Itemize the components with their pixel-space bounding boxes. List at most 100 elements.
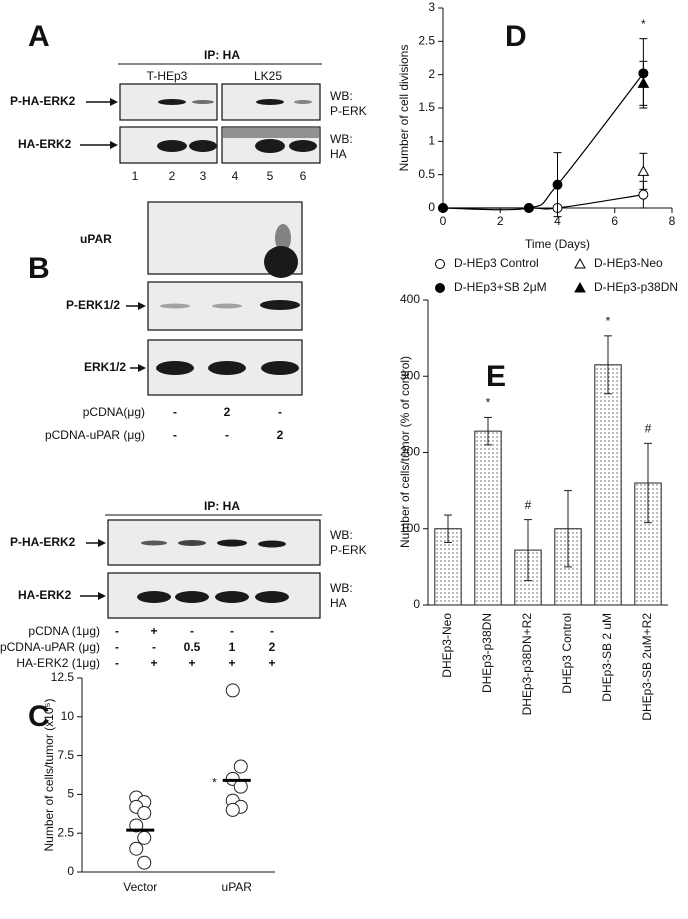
annotation: * bbox=[606, 314, 611, 328]
panel-b: B uPAR P-ERK1/2 ERK1/2 pCDNA(μg) - 2 - p… bbox=[28, 201, 303, 442]
blot bbox=[107, 519, 321, 566]
y-tick-label: 5 bbox=[67, 787, 74, 801]
condition-value: + bbox=[268, 656, 275, 670]
legend-label: D-HEp3 Control bbox=[454, 256, 539, 270]
arrow-head bbox=[98, 539, 106, 547]
row-label: HA-ERK2 bbox=[18, 588, 72, 602]
marker bbox=[523, 203, 534, 213]
point bbox=[233, 759, 248, 774]
x-tick-label: 6 bbox=[611, 214, 618, 228]
y-tick-label: 2.5 bbox=[57, 825, 74, 839]
condition-label: pCDNA-uPAR (μg) bbox=[45, 428, 145, 442]
condition-value: 1 bbox=[229, 640, 236, 654]
y-tick-label: 1.5 bbox=[418, 100, 435, 114]
condition-value: 2 bbox=[224, 405, 231, 419]
y-tick-label: 2.5 bbox=[418, 34, 435, 48]
y-tick-label: 0 bbox=[413, 597, 420, 611]
band bbox=[255, 139, 285, 153]
panel-label: A bbox=[28, 20, 50, 53]
condition-value: - bbox=[278, 405, 282, 419]
panel-label: D bbox=[505, 20, 527, 53]
legend-marker bbox=[574, 257, 586, 269]
lane-number: 6 bbox=[300, 169, 307, 183]
row-label: P-ERK1/2 bbox=[66, 298, 120, 312]
annotation: * bbox=[212, 776, 217, 790]
wb-label: WB: bbox=[330, 132, 353, 146]
x-tick-label: uPAR bbox=[222, 880, 253, 894]
x-axis-title: Time (Days) bbox=[525, 237, 590, 251]
y-axis-title: Number of cells/tumor (x10⁵) bbox=[42, 698, 56, 851]
lane-number: 2 bbox=[169, 169, 176, 183]
x-tick-label: DHEp3-Neo bbox=[440, 613, 454, 678]
series-line bbox=[442, 72, 644, 211]
y-tick-label: 1 bbox=[428, 134, 435, 148]
legend-marker bbox=[574, 281, 586, 293]
band bbox=[255, 591, 289, 603]
condition-value: 2 bbox=[277, 428, 284, 442]
marker bbox=[638, 189, 649, 200]
band bbox=[289, 140, 317, 152]
series-line bbox=[442, 194, 644, 210]
arrow-head bbox=[110, 98, 118, 106]
x-tick-label: DHEp3 Control bbox=[560, 613, 574, 694]
y-tick-label: 2 bbox=[428, 67, 435, 81]
condition-value: - bbox=[190, 624, 194, 638]
lane-number: 4 bbox=[232, 169, 239, 183]
y-tick-label: 3 bbox=[428, 0, 435, 14]
point bbox=[137, 806, 152, 821]
condition-value: - bbox=[270, 624, 274, 638]
legend-marker bbox=[435, 283, 445, 293]
condition-value: 2 bbox=[269, 640, 276, 654]
y-axis-title: Number of cell divisions bbox=[397, 45, 411, 172]
smear bbox=[223, 128, 319, 138]
ip-label: IP: HA bbox=[204, 48, 240, 62]
condition-value: - bbox=[115, 640, 119, 654]
band bbox=[189, 140, 217, 152]
x-tick-label: DHEp3-p38DN bbox=[480, 613, 494, 693]
wb-label: P-ERK bbox=[330, 104, 367, 118]
y-tick-label: 12.5 bbox=[51, 670, 75, 684]
band bbox=[294, 100, 312, 104]
ip-label: IP: HA bbox=[204, 499, 240, 513]
condition-value: - bbox=[115, 624, 119, 638]
condition-value: + bbox=[150, 656, 157, 670]
x-tick-label: DHEp3-SB 2uM+R2 bbox=[640, 613, 654, 721]
y-tick-label: 300 bbox=[400, 368, 420, 382]
group-label: T-HEp3 bbox=[147, 69, 188, 83]
band bbox=[212, 303, 242, 309]
row-label: ERK1/2 bbox=[84, 360, 126, 374]
y-tick-label: 0 bbox=[428, 200, 435, 214]
band bbox=[208, 361, 246, 375]
group-label: LK25 bbox=[254, 69, 282, 83]
point bbox=[225, 683, 240, 698]
condition-label: pCDNA (1μg) bbox=[28, 624, 100, 638]
band bbox=[260, 300, 300, 310]
y-axis-title: Number of cells/tumor (% of control) bbox=[398, 356, 412, 548]
point bbox=[137, 830, 152, 845]
point bbox=[233, 779, 248, 794]
panel-label: C bbox=[28, 700, 50, 733]
point bbox=[129, 841, 144, 856]
condition-value: + bbox=[228, 656, 235, 670]
band bbox=[275, 224, 291, 252]
wb-label: P-ERK bbox=[330, 543, 367, 557]
y-tick-label: 200 bbox=[400, 445, 420, 459]
legend-label: D-HEp3-p38DN bbox=[594, 280, 678, 294]
band bbox=[261, 361, 299, 375]
band bbox=[258, 540, 286, 548]
y-tick-label: 400 bbox=[400, 292, 420, 306]
band bbox=[178, 540, 206, 546]
x-tick-label: Vector bbox=[123, 880, 157, 894]
legend-label: D-HEp3-Neo bbox=[594, 256, 663, 270]
annotation: # bbox=[525, 498, 532, 512]
condition-value: + bbox=[188, 656, 195, 670]
condition-label: pCDNA-uPAR (μg) bbox=[0, 640, 100, 654]
annotation: * bbox=[641, 17, 646, 31]
condition-value: - bbox=[230, 624, 234, 638]
condition-value: - bbox=[115, 656, 119, 670]
x-tick-label: DHEp3-p38DN+R2 bbox=[520, 613, 534, 716]
marker bbox=[637, 165, 650, 176]
band bbox=[157, 140, 187, 152]
